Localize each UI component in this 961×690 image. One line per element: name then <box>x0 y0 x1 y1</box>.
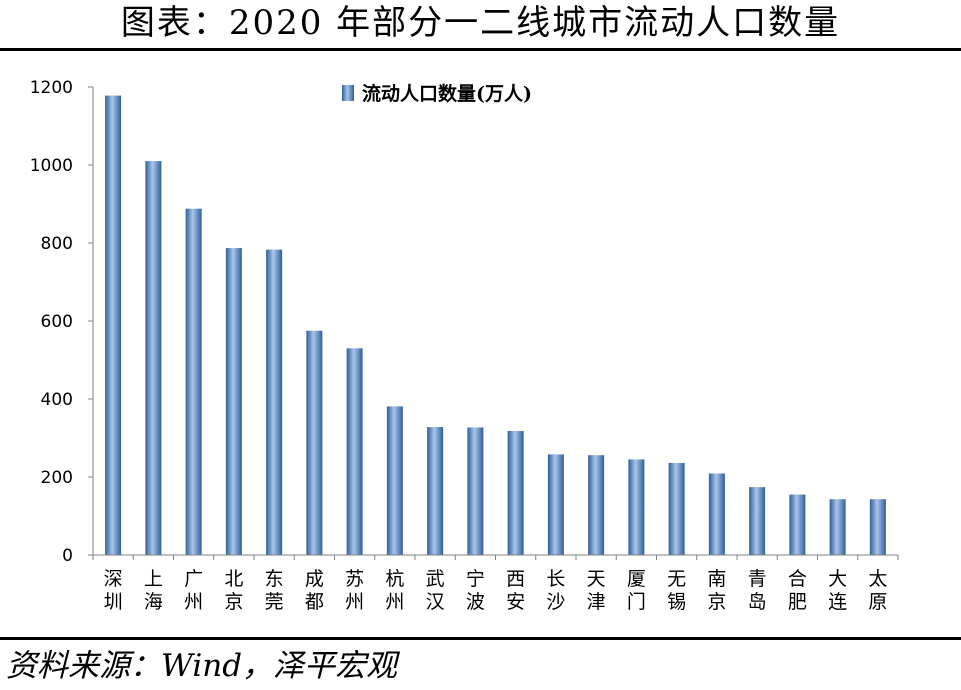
legend-swatch <box>342 85 354 101</box>
bar <box>306 330 323 555</box>
y-tick-label: 600 <box>41 312 73 332</box>
bar <box>628 459 645 555</box>
bar <box>467 427 484 555</box>
bar <box>588 455 605 555</box>
x-tick-label: 深圳 <box>104 568 123 613</box>
bar <box>869 499 886 555</box>
legend: 流动人口数量(万人) <box>342 82 532 105</box>
bar <box>789 494 806 555</box>
title-rule <box>0 48 961 51</box>
legend-label: 流动人口数量(万人) <box>362 82 532 105</box>
x-tick-label: 东莞 <box>265 568 284 613</box>
bar <box>266 249 283 555</box>
x-tick-label: 武汉 <box>426 568 445 613</box>
bar <box>507 430 524 555</box>
chart-title: 图表：2020 年部分一二线城市流动人口数量 <box>120 3 841 43</box>
bar <box>749 487 766 555</box>
x-tick-label: 杭州 <box>385 568 404 613</box>
x-tick-label: 广州 <box>184 568 203 613</box>
x-tick-label: 太原 <box>868 568 887 613</box>
y-tick-label: 1000 <box>30 156 73 176</box>
bar <box>547 454 564 555</box>
x-tick-label: 长沙 <box>546 568 565 613</box>
x-tick-label: 宁波 <box>466 568 485 613</box>
bar <box>668 462 685 555</box>
y-tick-label: 400 <box>41 390 73 410</box>
x-tick-label: 南京 <box>707 568 726 613</box>
bar <box>225 248 242 555</box>
bar <box>386 406 403 555</box>
x-tick-label: 成都 <box>305 568 324 613</box>
bar <box>427 427 444 555</box>
x-tick-label: 青岛 <box>748 568 767 613</box>
bar <box>185 208 202 555</box>
bar <box>105 95 122 555</box>
bar-chart: 0 200 400 600 800 1000 1200 深圳上海广州北京东莞成都苏州杭州武汉… <box>30 78 899 613</box>
x-tick-label: 西安 <box>506 568 525 613</box>
bars <box>105 95 886 555</box>
x-tick-label: 北京 <box>224 568 243 613</box>
x-tick-label: 上海 <box>144 568 163 613</box>
x-tick-label: 无锡 <box>667 568 686 613</box>
y-tick-label: 200 <box>41 468 73 488</box>
y-tick-label: 800 <box>41 234 73 254</box>
y-axis: 0 200 400 600 800 1000 1200 <box>30 78 94 566</box>
x-tick-label: 大连 <box>828 568 847 613</box>
x-tick-label: 苏州 <box>345 568 364 613</box>
bar <box>829 499 846 555</box>
x-tick-label: 天津 <box>587 568 606 613</box>
source-note: 资料来源：Wind，泽平宏观 <box>6 648 398 684</box>
footer-rule <box>0 637 961 640</box>
y-tick-label: 0 <box>62 546 73 566</box>
bar <box>346 348 363 555</box>
x-tick-label: 合肥 <box>788 568 807 613</box>
bar <box>145 161 162 555</box>
y-tick-label: 1200 <box>30 78 73 98</box>
bar <box>708 473 725 555</box>
x-tick-label: 厦门 <box>627 568 646 613</box>
